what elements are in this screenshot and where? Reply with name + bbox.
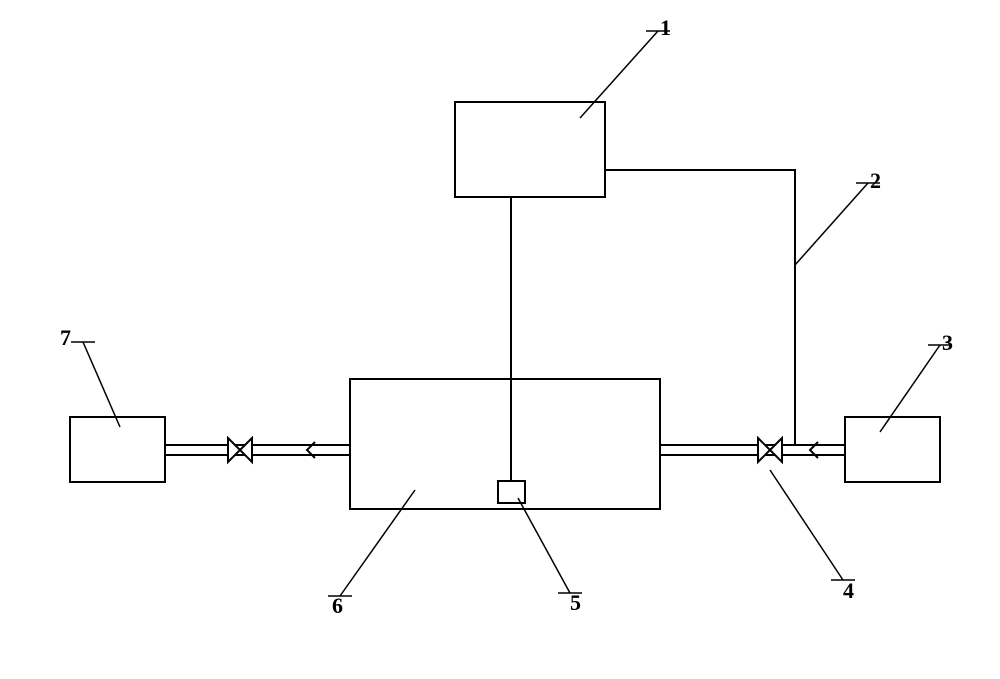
label-3: 3 (942, 330, 953, 356)
node-box3 (845, 417, 940, 482)
label-2: 2 (870, 168, 881, 194)
node-box7 (70, 417, 165, 482)
node-box5 (498, 481, 525, 503)
leader-1 (795, 183, 868, 265)
valve-left-0 (228, 438, 240, 462)
leader-5 (340, 490, 415, 596)
label-6: 6 (332, 593, 343, 619)
label-7: 7 (60, 325, 71, 351)
valve-right-0 (240, 438, 252, 462)
label-1: 1 (660, 15, 671, 41)
leader-3 (770, 470, 843, 580)
label-4: 4 (843, 578, 854, 604)
node-box6 (350, 379, 660, 509)
label-5: 5 (570, 590, 581, 616)
valve-right-1 (770, 438, 782, 462)
leader-4 (518, 498, 570, 593)
valve-left-1 (758, 438, 770, 462)
leader-2 (880, 345, 940, 432)
leader-6 (83, 342, 120, 427)
leader-0 (580, 31, 658, 118)
connector-line-2 (605, 170, 795, 445)
